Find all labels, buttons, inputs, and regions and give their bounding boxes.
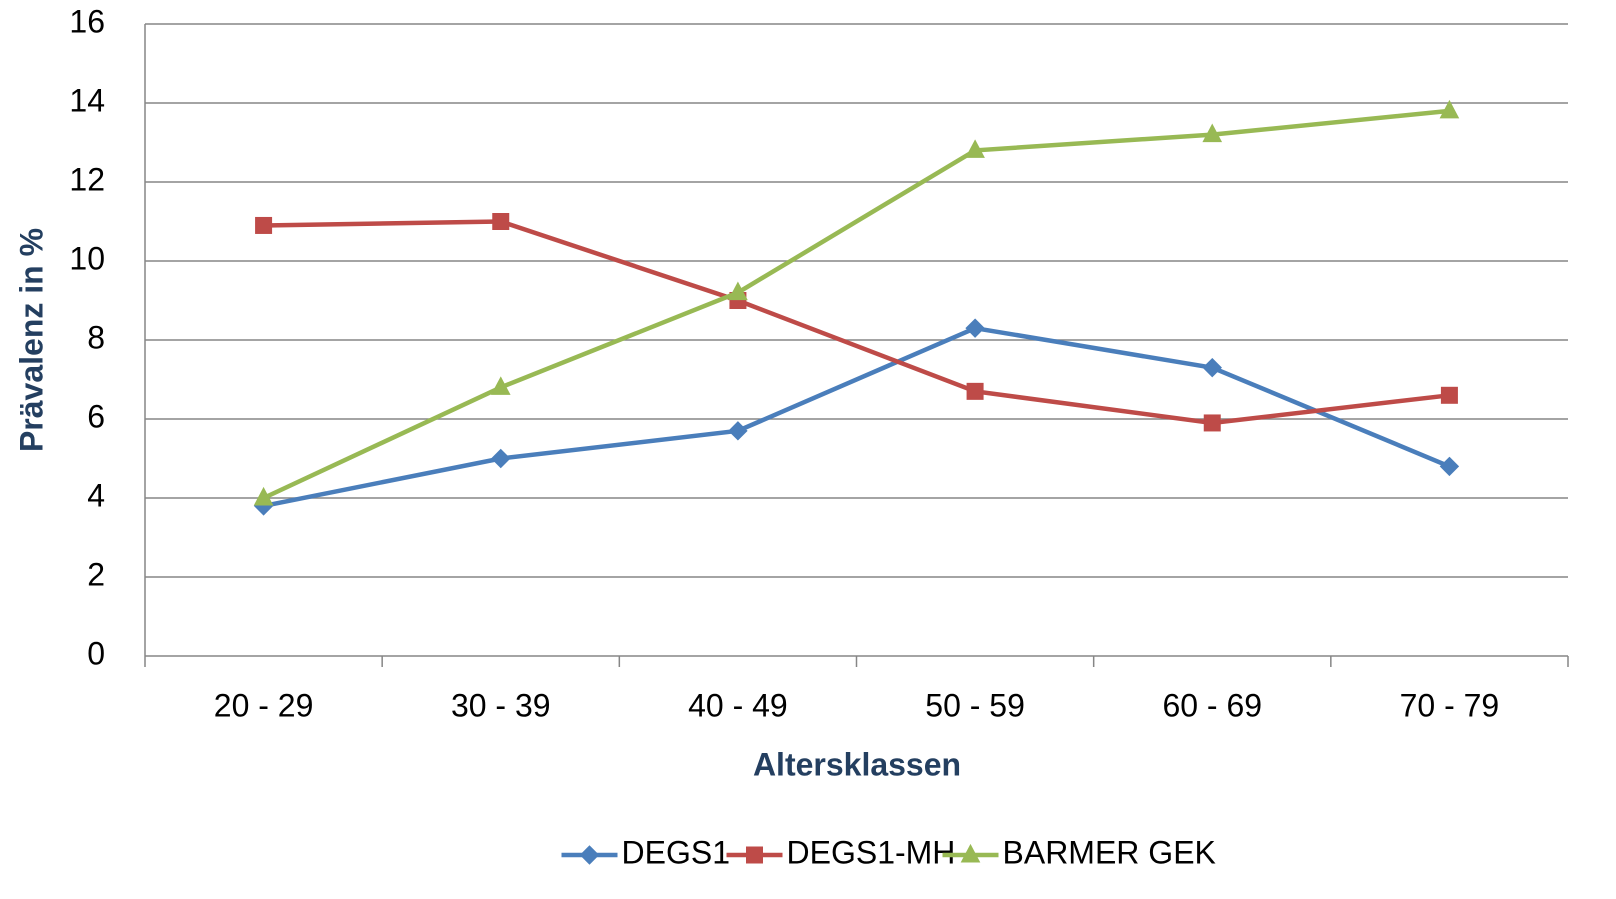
y-axis-title: Prävalenz in % <box>13 228 49 452</box>
x-tick-label: 40 - 49 <box>688 687 788 723</box>
marker <box>1203 414 1221 432</box>
marker <box>728 281 748 301</box>
y-tick-label: 14 <box>69 82 105 118</box>
y-tick-label: 6 <box>87 398 105 434</box>
series-line <box>263 219 1450 426</box>
marker <box>1439 456 1460 477</box>
x-axis-title: Altersklassen <box>753 746 961 782</box>
series-line <box>262 108 1450 501</box>
marker <box>966 382 984 400</box>
y-tick-label: 16 <box>69 3 105 39</box>
marker <box>1439 99 1460 119</box>
x-tick-label: 70 - 79 <box>1400 687 1500 723</box>
marker <box>490 376 511 395</box>
y-tick-label: 10 <box>69 240 105 276</box>
marker <box>965 139 985 158</box>
y-tick-label: 2 <box>87 556 105 592</box>
x-tick-label: 50 - 59 <box>925 687 1025 723</box>
legend-label: DEGS1-MH <box>787 834 956 870</box>
marker <box>491 448 511 469</box>
y-tick-label: 8 <box>87 319 105 355</box>
marker <box>728 421 748 441</box>
marker <box>253 486 274 506</box>
legend-marker <box>579 845 600 865</box>
legend-marker <box>960 843 981 863</box>
marker <box>1202 357 1222 378</box>
series-line <box>263 325 1451 509</box>
legend-label: DEGS1 <box>622 834 730 870</box>
legend-label: BARMER GEK <box>1003 834 1216 870</box>
marker <box>255 216 273 234</box>
legend-marker <box>746 846 763 864</box>
y-tick-label: 12 <box>69 161 105 197</box>
marker <box>1440 386 1458 404</box>
x-tick-label: 60 - 69 <box>1162 687 1262 723</box>
marker <box>965 318 985 338</box>
marker <box>492 213 510 230</box>
y-tick-label: 4 <box>87 477 105 513</box>
x-tick-label: 20 - 29 <box>214 687 314 723</box>
y-tick-label: 0 <box>87 635 105 671</box>
x-tick-label: 30 - 39 <box>451 687 551 723</box>
marker <box>1202 123 1223 143</box>
